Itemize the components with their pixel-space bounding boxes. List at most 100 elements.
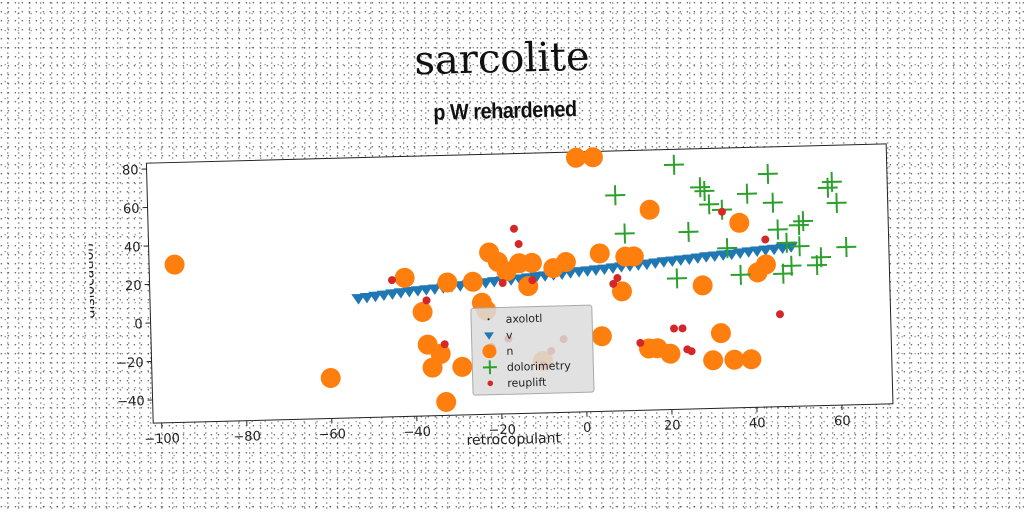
legend-swatch: [482, 344, 497, 359]
circle-point: [611, 281, 632, 302]
y-tick-label: 80: [122, 163, 139, 178]
circle-point: [320, 368, 341, 389]
circle-point: [692, 275, 713, 296]
x-tick-label: −40: [403, 425, 431, 441]
x-tick-label: −100: [144, 431, 180, 447]
triangle-point: [359, 292, 374, 304]
triangle-point: [571, 266, 586, 278]
circle-point: [741, 349, 762, 370]
small-circle-point: [509, 224, 518, 233]
triangle-point: [648, 258, 663, 269]
small-circle-point: [514, 240, 523, 249]
plus-point: [806, 255, 828, 276]
triangle-point: [605, 263, 620, 274]
plus-point: [781, 255, 802, 276]
legend-swatch: [484, 332, 494, 340]
small-circle-point: [613, 274, 622, 283]
circle-point: [555, 252, 576, 273]
plus-point: [762, 192, 783, 213]
y-axis-label: dislocation: [86, 243, 98, 319]
triangle-point: [427, 284, 442, 295]
circle-point: [394, 267, 415, 288]
plus-point: [811, 247, 832, 268]
plus-point: [789, 236, 810, 257]
circle-point: [164, 254, 185, 275]
y-tick-label: 60: [123, 202, 140, 217]
circle-point: [412, 302, 433, 323]
plus-point: [614, 223, 635, 244]
y-tick-label: 40: [124, 240, 141, 255]
plus-point: [757, 163, 778, 184]
circle-point: [710, 323, 731, 344]
chart-legend: axolotl v n dolorimetry reuplift: [470, 304, 595, 396]
triangle-point: [732, 248, 747, 259]
legend-swatch: [487, 318, 490, 321]
plus-point: [836, 236, 857, 258]
small-circle-point: [440, 340, 449, 349]
legend-item: dolorimetry: [479, 357, 587, 376]
circle-point: [755, 254, 776, 275]
triangle-point: [690, 253, 705, 264]
small-circle-point: [609, 279, 618, 288]
legend-item: n: [478, 341, 586, 360]
plus-point: [699, 194, 720, 215]
small-circle-point: [670, 324, 679, 333]
small-circle-point: [387, 276, 396, 285]
small-circle-point: [498, 278, 507, 287]
triangle-point: [402, 286, 417, 298]
y-tick-label: −40: [117, 394, 145, 410]
triangle-point: [419, 285, 434, 296]
small-circle-point: [718, 207, 727, 216]
small-circle-point: [422, 296, 431, 305]
triangle-point: [486, 276, 501, 288]
x-tick-label: −80: [233, 429, 261, 445]
plus-point: [793, 211, 814, 232]
plus-point: [482, 360, 497, 375]
legend-item: v: [478, 325, 586, 344]
dot-point: [487, 318, 490, 321]
plus-point: [821, 171, 842, 192]
x-tick-label: −60: [318, 427, 346, 443]
triangle-point: [393, 287, 408, 299]
plus-point: [666, 268, 687, 289]
small-circle-point: [636, 338, 645, 347]
y-tick-label: −20: [116, 356, 144, 372]
triangle-point: [656, 257, 671, 268]
triangle-point: [385, 289, 400, 300]
triangle-point: [512, 274, 527, 285]
triangle-point: [673, 255, 688, 266]
circle-point: [452, 356, 473, 377]
triangle-point: [758, 245, 773, 256]
circle-point: [462, 271, 483, 292]
circle-point: [430, 343, 451, 364]
scatter-chart: −100 −80 −60 −40 −20 0 20 40 60 −40 −20 0 20 40 60 80 r…: [86, 143, 894, 449]
circle-point: [729, 212, 750, 233]
plus-point: [605, 185, 626, 206]
circle-point: [582, 147, 603, 168]
small-circle-point: [687, 347, 696, 356]
circle-point: [565, 147, 586, 168]
circle-point: [724, 349, 745, 370]
plus-point: [776, 232, 797, 253]
legend-label: dolorimetry: [506, 358, 571, 374]
triangle-point: [351, 293, 366, 305]
triangle-point: [597, 264, 612, 276]
circle-point: [591, 326, 612, 347]
small-circle-point: [678, 324, 687, 333]
x-tick-label: 40: [749, 416, 766, 431]
legend-item: axolotl: [477, 309, 585, 328]
triangle-point: [368, 291, 383, 303]
triangle-point: [639, 259, 654, 271]
plus-point: [826, 192, 847, 213]
x-tick-label: 20: [664, 418, 681, 433]
legend-item: reuplift: [479, 373, 587, 392]
triangle-point: [741, 247, 756, 258]
circle-point: [660, 343, 681, 364]
circle-point: [703, 350, 724, 371]
legend-swatch: [482, 360, 497, 375]
triangle-point: [707, 251, 722, 262]
plus-point: [694, 180, 715, 201]
x-tick-label: 0: [583, 421, 592, 436]
x-tick-label: 60: [834, 414, 851, 429]
triangle-point: [749, 246, 764, 257]
